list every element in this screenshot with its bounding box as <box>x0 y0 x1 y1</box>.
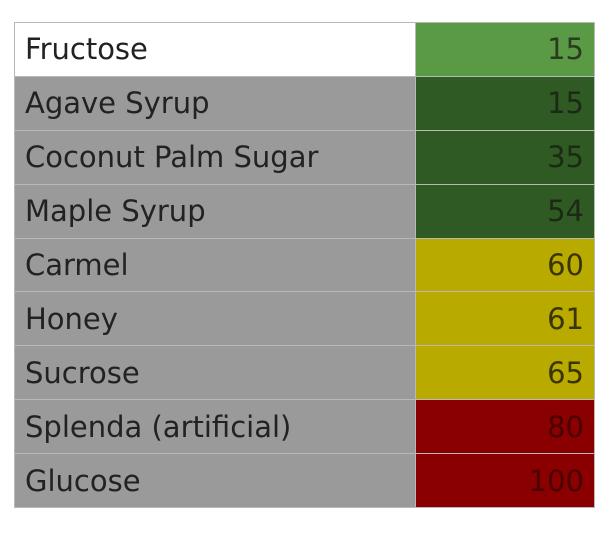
table-row: Sucrose 65 <box>14 345 595 401</box>
table-row: Fructose 15 <box>14 22 595 77</box>
sweetener-name: Carmel <box>14 237 416 293</box>
sweetener-name: Sucrose <box>14 345 416 401</box>
glycemic-value: 61 <box>415 291 595 347</box>
table-row: Agave Syrup 15 <box>14 75 595 131</box>
sweetener-name: Coconut Palm Sugar <box>14 129 416 185</box>
glycemic-value: 80 <box>415 399 595 455</box>
table-row: Splenda (artificial) 80 <box>14 399 595 455</box>
table-row: Coconut Palm Sugar 35 <box>14 129 595 185</box>
sweetener-table: Fructose 15 Agave Syrup 15 Coconut Palm Su… <box>14 22 595 509</box>
glycemic-value: 65 <box>415 345 595 401</box>
glycemic-value: 54 <box>415 183 595 239</box>
table-row: Carmel 60 <box>14 237 595 293</box>
sweetener-name: Agave Syrup <box>14 75 416 131</box>
table-row: Glucose 100 <box>14 453 595 509</box>
sweetener-name: Honey <box>14 291 416 347</box>
glycemic-value: 15 <box>415 22 595 77</box>
table-row: Honey 61 <box>14 291 595 347</box>
glycemic-value: 100 <box>415 453 595 509</box>
sweetener-name: Glucose <box>14 453 416 509</box>
glycemic-value: 15 <box>415 75 595 131</box>
glycemic-value: 35 <box>415 129 595 185</box>
sweetener-name: Fructose <box>14 22 416 77</box>
sweetener-name: Maple Syrup <box>14 183 416 239</box>
table-row: Maple Syrup 54 <box>14 183 595 239</box>
sweetener-name: Splenda (artificial) <box>14 399 416 455</box>
glycemic-value: 60 <box>415 237 595 293</box>
